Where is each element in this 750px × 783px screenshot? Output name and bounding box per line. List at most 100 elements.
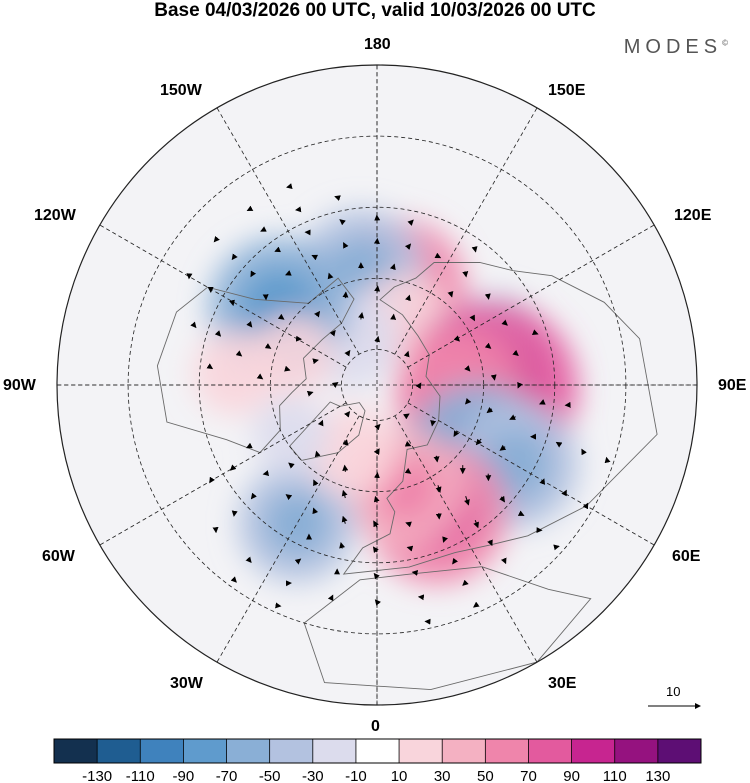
wind-arrow	[294, 558, 302, 565]
lon-label-0: 0	[371, 718, 380, 735]
wind-arrow	[374, 423, 381, 431]
lon-label-150e: 150E	[548, 82, 586, 99]
wind-arrow	[246, 321, 253, 328]
wind-arrow	[581, 448, 587, 456]
wind-arrow	[246, 205, 254, 212]
colorbar-swatch	[528, 739, 573, 763]
meridian-line	[394, 415, 538, 663]
graticule	[57, 65, 697, 705]
colorbar: -130 -110 -90 -70 -50 -30 -10 10 30 50 70 90 110 130	[53, 738, 702, 783]
wind-vectors	[186, 183, 611, 625]
colorbar-swatch	[614, 739, 659, 763]
wind-arrow	[264, 343, 272, 349]
colorbar-tick-label: -70	[216, 768, 238, 783]
meridian-line	[216, 415, 360, 663]
colorbar-tick-label: -50	[259, 768, 281, 783]
wind-arrow	[531, 329, 539, 336]
wind-arrow	[373, 495, 380, 503]
coastline	[303, 566, 592, 691]
wind-arrow	[442, 536, 448, 543]
wind-arrow	[403, 350, 410, 358]
colorbar-swatch	[399, 739, 443, 763]
wind-arrow	[209, 476, 215, 484]
wind-arrow	[464, 365, 471, 372]
wind-arrow	[342, 464, 349, 472]
wind-arrow	[405, 521, 412, 528]
wind-arrow	[490, 374, 497, 381]
wind-arrow	[235, 350, 243, 357]
lon-label-90w: 90W	[3, 377, 36, 394]
wind-arrow	[344, 410, 351, 418]
coastline	[289, 401, 366, 461]
wind-arrow	[473, 520, 479, 529]
colorbar-swatch	[97, 739, 141, 763]
colorbar-tick-label: 30	[434, 768, 451, 783]
wind-arrow	[447, 290, 454, 298]
wind-arrow	[277, 313, 285, 320]
wind-arrow	[462, 579, 469, 586]
wind-arrow	[274, 246, 281, 253]
wind-arrow	[582, 502, 589, 510]
lon-label-60e: 60E	[672, 548, 701, 565]
wind-arrow	[404, 243, 412, 250]
brand-logo: MODES©	[624, 36, 728, 59]
wind-arrow	[331, 382, 339, 388]
wind-arrow	[453, 430, 460, 437]
colorbar-swatch	[657, 739, 702, 763]
colorbar-tick-label: -30	[302, 768, 324, 783]
wind-arrow	[435, 513, 442, 520]
wind-arrow	[334, 195, 341, 201]
wind-arrow	[475, 438, 482, 446]
wind-arrow	[317, 419, 324, 427]
coastline	[342, 261, 658, 575]
map-title: Base 04/03/2026 00 UTC, valid 10/03/2026…	[154, 0, 596, 21]
wind-arrow	[509, 414, 516, 420]
meridian-line	[99, 402, 347, 546]
wind-arrow	[313, 479, 319, 487]
wind-arrow	[312, 358, 319, 365]
wind-arrow	[229, 299, 235, 307]
wind-arrow	[314, 310, 321, 318]
wind-arrow	[341, 515, 348, 524]
colorbar-tick-label: 90	[563, 768, 580, 783]
wind-arrow	[285, 494, 293, 501]
colorbar-swatch	[140, 739, 184, 763]
wind-arrow	[245, 556, 252, 564]
wind-arrow	[339, 542, 346, 549]
wind-arrow	[312, 507, 319, 515]
wind-arrow	[314, 450, 321, 458]
wind-arrow	[555, 441, 563, 448]
colorbar-tick-label: -10	[345, 768, 367, 783]
wind-arrow	[435, 485, 442, 493]
colorbar-frame	[53, 738, 702, 764]
wind-arrow	[539, 399, 546, 405]
lon-label-120e: 120E	[674, 207, 712, 224]
wind-arrow	[406, 545, 414, 552]
meridian-line	[394, 107, 538, 355]
wind-arrow	[473, 601, 480, 608]
wind-arrow	[250, 492, 257, 500]
colorbar-tick-label: -90	[173, 768, 195, 783]
wind-arrow	[407, 219, 414, 226]
colorbar-tick-label: 110	[603, 768, 627, 783]
wind-arrow	[453, 335, 460, 342]
wind-arrow	[344, 349, 351, 357]
wind-arrow	[469, 314, 475, 322]
meridian-line	[99, 224, 347, 368]
wind-arrow	[404, 441, 412, 447]
colorbar-tick-label: 70	[520, 768, 537, 783]
lon-label-150w: 150W	[160, 82, 202, 99]
wind-arrow	[288, 462, 295, 469]
brand-name: MODES	[623, 36, 723, 58]
wind-arrow	[499, 444, 507, 451]
wind-arrow	[373, 572, 380, 580]
wind-arrow	[229, 464, 237, 471]
anomaly-blob	[252, 314, 334, 396]
wind-arrow	[434, 252, 442, 259]
meridian-line	[407, 224, 655, 368]
meridian-line	[407, 402, 655, 546]
wind-arrow	[373, 448, 380, 455]
wind-arrow	[285, 270, 292, 276]
colorbar-swatch	[442, 739, 486, 763]
